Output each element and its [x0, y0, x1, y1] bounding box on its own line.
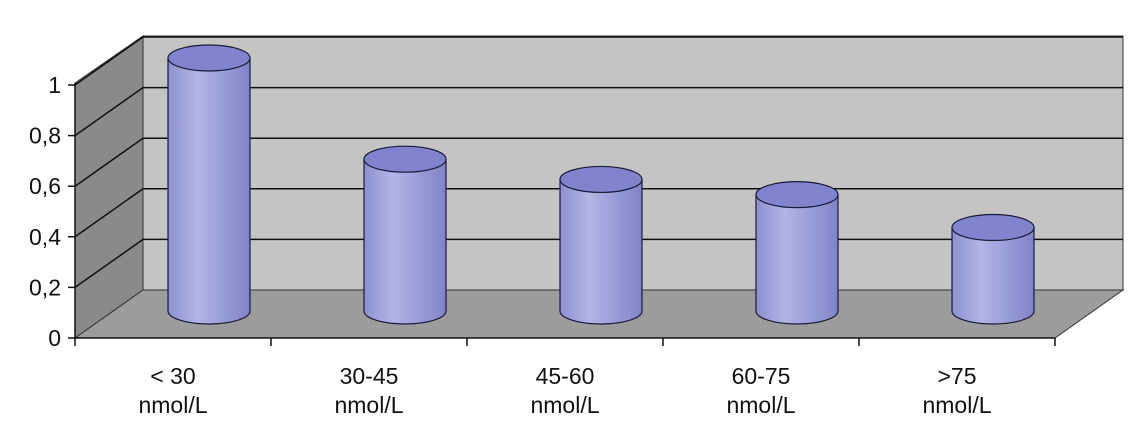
bar-body [167, 57, 251, 325]
y-tick-label: 0,8 [29, 123, 61, 149]
x-category-label-line: < 30 [150, 363, 195, 389]
x-category-label-line: nmol/L [922, 392, 991, 418]
gridline [74, 137, 1123, 187]
x-category-label-line: nmol/L [530, 392, 599, 418]
x-category-label-line: nmol/L [726, 392, 795, 418]
y-tick-label: 0,6 [29, 173, 61, 199]
x-category-label-line: nmol/L [138, 392, 207, 418]
gridline [74, 86, 1123, 137]
bar-top [951, 213, 1035, 242]
x-category-label-line: 60-75 [732, 363, 791, 389]
bar-top [167, 44, 251, 72]
bar-body [363, 158, 447, 325]
bar [755, 181, 839, 325]
bar-body [559, 178, 643, 325]
x-category-label: 45-60 nmol/L [530, 363, 599, 418]
bar [167, 44, 251, 325]
y-tick-label: 0,2 [29, 274, 61, 300]
y-tick-label: 1 [48, 72, 61, 98]
x-category-label-line: 30-45 [340, 363, 399, 389]
x-category-label-line: 45-60 [536, 363, 595, 389]
bar [559, 165, 643, 325]
x-category-label-line: >75 [937, 363, 976, 389]
bar-top [755, 181, 839, 209]
x-category-label: 60-75 nmol/L [726, 363, 795, 418]
x-category-label: 30-45 nmol/L [334, 363, 403, 418]
bar [951, 213, 1035, 325]
y-tick-label: 0,4 [29, 224, 61, 250]
x-category-label: < 30 nmol/L [138, 363, 207, 418]
x-category-label-line: nmol/L [334, 392, 403, 418]
bar [363, 145, 447, 325]
bar-top [363, 145, 447, 173]
y-tick-label: 0 [48, 325, 61, 351]
x-category-label: >75 nmol/L [922, 363, 991, 418]
bar-top [559, 165, 643, 194]
side-wall [74, 35, 144, 339]
gridline [74, 36, 1123, 86]
bar-body [951, 226, 1035, 325]
bar-body [755, 194, 839, 325]
